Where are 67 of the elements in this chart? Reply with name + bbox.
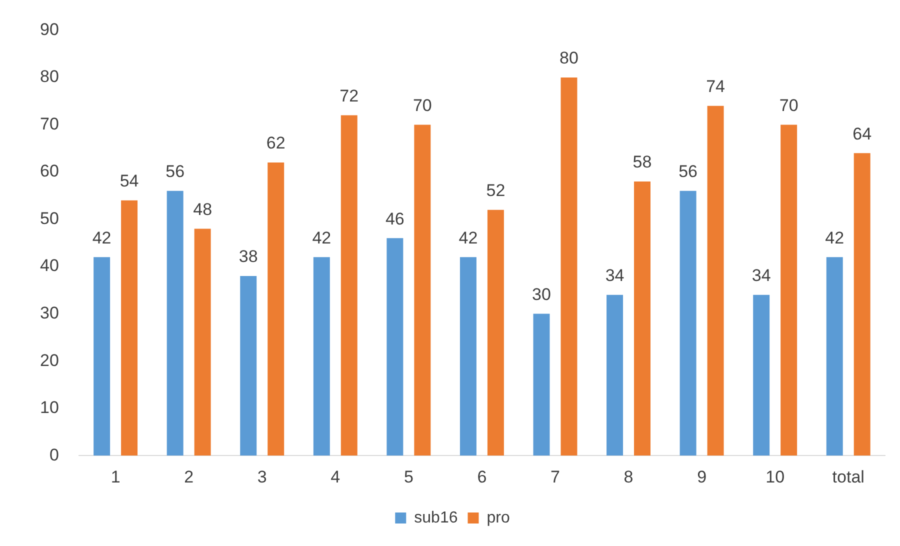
- y-tick-label: 40: [40, 256, 59, 276]
- y-tick-label: 70: [40, 114, 59, 134]
- data-label: 80: [560, 48, 578, 68]
- x-tick-label: 9: [697, 467, 707, 486]
- legend-label: sub16: [414, 509, 458, 526]
- y-tick-label: 60: [40, 162, 59, 181]
- x-tick-label: total: [832, 467, 864, 486]
- bar: [680, 190, 696, 456]
- x-tick-label: 8: [624, 467, 634, 486]
- y-tick-label: 50: [40, 208, 59, 228]
- data-label: 70: [412, 96, 432, 115]
- data-label: 34: [752, 266, 771, 286]
- data-label: 58: [632, 152, 652, 172]
- data-label: 48: [193, 200, 212, 219]
- bar: [414, 124, 431, 456]
- bar: [313, 257, 330, 456]
- bar: [826, 257, 843, 456]
- bar: [166, 190, 184, 456]
- y-tick-label: 20: [40, 350, 59, 370]
- bar: [780, 124, 798, 456]
- data-label: 38: [238, 247, 258, 266]
- data-label: 56: [678, 162, 698, 182]
- data-label: 52: [486, 181, 506, 200]
- bar: [533, 314, 550, 456]
- data-label: 46: [385, 209, 404, 228]
- x-tick-label: 7: [550, 467, 560, 486]
- y-tick-label: 30: [40, 303, 59, 322]
- bar: [634, 181, 650, 456]
- bar: [121, 200, 138, 456]
- bar: [240, 276, 257, 456]
- y-tick-label: 10: [40, 398, 59, 418]
- y-tick-label: 0: [49, 445, 59, 464]
- data-label: 42: [458, 228, 478, 248]
- data-label: 72: [340, 86, 359, 106]
- bar: [386, 238, 404, 456]
- data-label: 70: [779, 96, 798, 115]
- data-label: 42: [92, 228, 112, 248]
- bar: [753, 294, 770, 456]
- bar: [560, 77, 578, 456]
- data-label: 42: [825, 228, 844, 248]
- data-label: 74: [706, 77, 725, 96]
- bar: [707, 106, 724, 456]
- data-label: 54: [120, 172, 139, 191]
- bar: [854, 153, 870, 456]
- x-tick-label: 10: [766, 467, 785, 486]
- data-label: 62: [266, 134, 286, 153]
- x-tick-label: 6: [477, 467, 487, 486]
- x-tick-label: 4: [330, 467, 340, 486]
- bar: [194, 228, 211, 456]
- x-tick-label: 1: [110, 467, 120, 486]
- y-tick-label: 90: [40, 20, 59, 39]
- data-label: 64: [852, 124, 872, 144]
- x-tick-label: 5: [404, 467, 414, 486]
- bar: [460, 257, 476, 456]
- bar: [340, 115, 358, 456]
- legend-label: pro: [486, 509, 510, 526]
- data-label: 30: [532, 284, 551, 304]
- data-label: 42: [312, 228, 332, 248]
- data-label: 34: [605, 266, 624, 286]
- bar: [94, 257, 110, 456]
- data-label: 56: [166, 162, 185, 182]
- x-tick-label: 3: [257, 467, 267, 486]
- y-tick-label: 80: [40, 67, 59, 86]
- bar: [487, 210, 504, 456]
- bar: [606, 294, 624, 456]
- x-tick-label: 2: [184, 467, 194, 486]
- bar: [268, 162, 284, 456]
